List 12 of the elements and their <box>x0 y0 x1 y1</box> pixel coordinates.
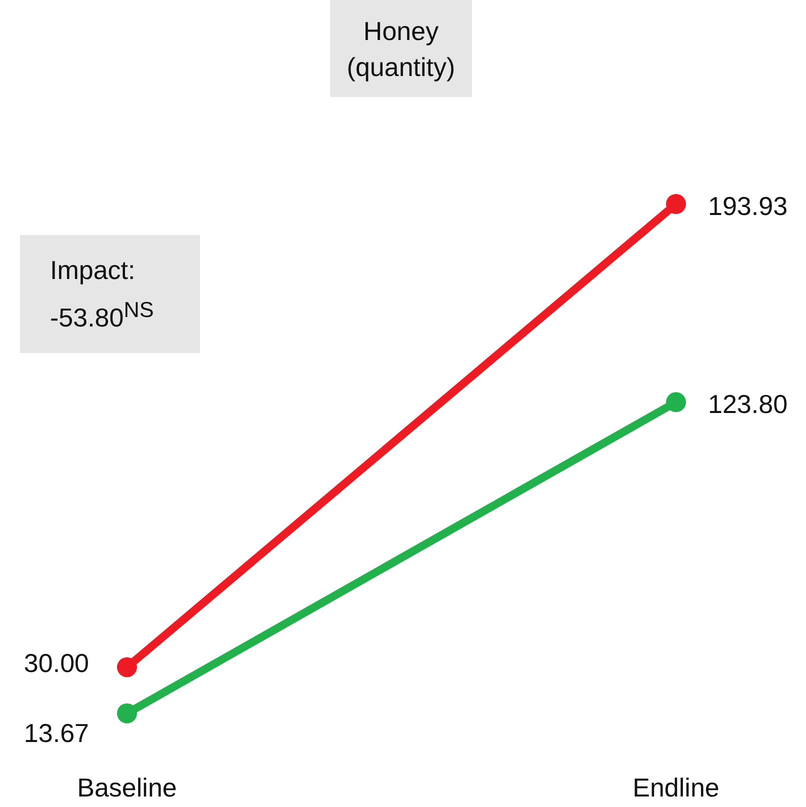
point <box>666 194 686 214</box>
point <box>117 703 137 724</box>
point <box>117 657 137 678</box>
data-label: 30.00 <box>24 648 89 678</box>
x-tick-label: Endline <box>632 772 720 802</box>
data-label: 193.93 <box>708 190 788 221</box>
x-tick-label: Baseline <box>77 772 177 802</box>
data-label: 13.67 <box>24 718 89 748</box>
point <box>666 392 686 412</box>
data-label: 123.80 <box>708 389 788 420</box>
chart-title: Honey (quantity) <box>330 0 472 97</box>
annotation: Impact: -53.80$^{NS}$ <box>50 254 155 335</box>
